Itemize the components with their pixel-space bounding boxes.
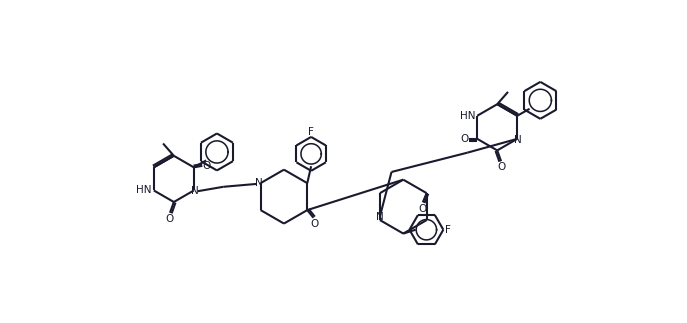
Text: O: O (497, 162, 505, 172)
Text: O: O (203, 161, 211, 171)
Text: O: O (166, 214, 174, 224)
Text: F: F (445, 225, 451, 235)
Text: HN: HN (460, 111, 475, 121)
Text: F: F (308, 127, 314, 137)
Text: N: N (255, 178, 263, 188)
Text: N: N (514, 135, 522, 145)
Text: O: O (311, 219, 319, 229)
Text: HN: HN (136, 185, 152, 195)
Text: N: N (376, 212, 384, 222)
Text: O: O (460, 134, 469, 144)
Text: O: O (418, 203, 427, 214)
Text: N: N (191, 186, 199, 196)
